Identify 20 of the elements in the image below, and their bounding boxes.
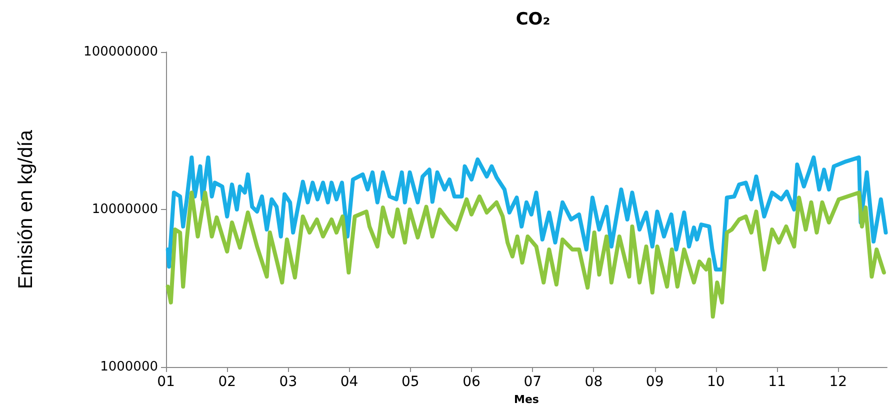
x-tick-label: 08 (584, 374, 603, 390)
x-tick-label: 06 (462, 374, 480, 390)
x-tick-label: 07 (524, 374, 542, 390)
line-series (166, 155, 888, 272)
line-series (166, 190, 886, 319)
x-axis-title: Mes (514, 392, 540, 406)
y-tick-label: 100000000 (84, 44, 158, 60)
x-tick-label: 12 (829, 374, 848, 390)
x-tick-label: 03 (279, 374, 298, 390)
y-axis-title: Emisión en kg/día (15, 129, 37, 289)
chart-title: CO₂ (516, 10, 550, 30)
x-tick-label: 02 (218, 374, 236, 390)
y-tick-label: 1000000 (100, 360, 158, 374)
y-tick-label: 10000000 (92, 202, 158, 217)
x-tick-label: 10 (707, 374, 725, 390)
x-tick-label: 01 (157, 374, 175, 390)
x-tick-label: 11 (768, 374, 786, 390)
x-tick-label: 04 (340, 374, 358, 390)
x-tick-label: 05 (401, 374, 420, 390)
x-tick-label: 09 (646, 374, 664, 390)
